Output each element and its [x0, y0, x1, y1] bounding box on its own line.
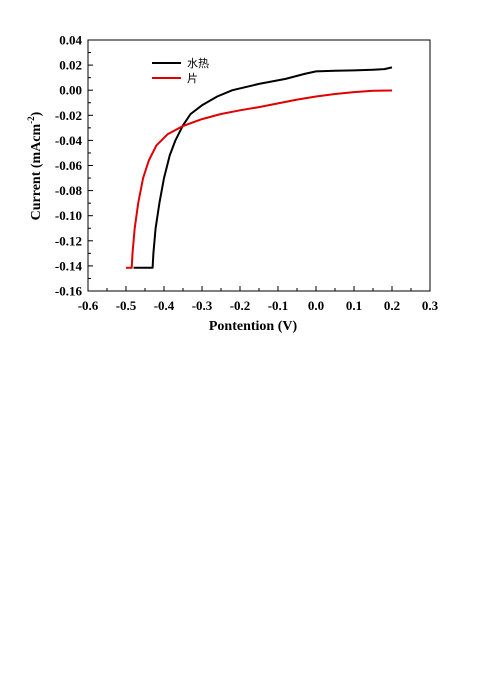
- series-line-1: [126, 89, 393, 269]
- x-tick-label: -0.2: [230, 298, 251, 313]
- plot-frame: [87, 39, 431, 292]
- y-axis-ticks: 0.04 0.02 0.00 -0.02 -0.04 -0.06 -0.08 -0.10 -0.…: [55, 33, 93, 299]
- series-line-0: [133, 66, 393, 269]
- series-layer: [126, 66, 393, 269]
- y-tick-label: -0.10: [55, 208, 82, 223]
- x-tick-label: -0.5: [116, 298, 137, 313]
- x-tick-label: 0.2: [384, 298, 400, 313]
- y-axis-title: Current (mAcm-2): [26, 111, 44, 220]
- x-tick-label: -0.1: [268, 298, 289, 313]
- x-axis-title: Pontention (V): [209, 319, 298, 334]
- y-tick-label: -0.12: [55, 233, 82, 248]
- y-tick-label: -0.04: [55, 133, 83, 148]
- x-tick-label: 0.0: [308, 298, 324, 313]
- y-axis-title-close: ): [29, 111, 44, 116]
- x-tick-label: -0.6: [78, 298, 99, 313]
- x-tick-label: -0.3: [192, 298, 213, 313]
- y-tick-label: 0.00: [59, 83, 82, 98]
- y-axis-title-sup: -2: [26, 116, 36, 124]
- legend: 水热 片: [152, 57, 209, 85]
- y-tick-label: -0.08: [55, 183, 83, 198]
- y-tick-label: -0.14: [55, 258, 83, 273]
- y-tick-label: -0.16: [55, 284, 83, 299]
- legend-label-hydrothermal: 水热: [187, 57, 209, 70]
- y-tick-label: 0.04: [59, 33, 82, 48]
- y-axis-title-main: Current (mAcm: [29, 123, 44, 220]
- x-tick-label: -0.4: [154, 298, 175, 313]
- y-tick-label: -0.06: [55, 158, 83, 173]
- y-tick-label: 0.02: [59, 58, 82, 73]
- x-tick-label: 0.1: [346, 298, 362, 313]
- x-tick-label: 0.3: [422, 298, 439, 313]
- y-tick-label: -0.02: [55, 108, 82, 123]
- x-axis-ticks: -0.6 -0.5 -0.4 -0.3 -0.2 -0.1 0.0 0.1 0.2 0.3: [78, 286, 439, 313]
- legend-label-sheet: 片: [187, 72, 198, 85]
